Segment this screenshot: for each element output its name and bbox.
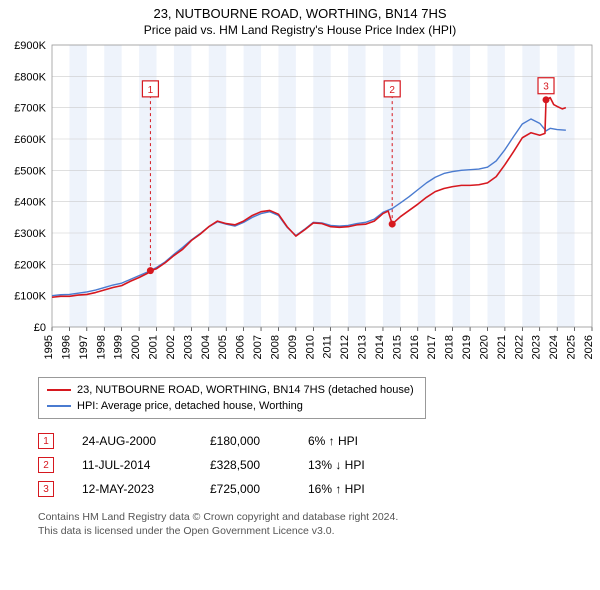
svg-text:£600K: £600K: [14, 134, 46, 146]
svg-text:2011: 2011: [322, 335, 334, 359]
svg-text:2015: 2015: [391, 335, 403, 359]
event-price: £725,000: [210, 482, 280, 496]
legend-label: 23, NUTBOURNE ROAD, WORTHING, BN14 7HS (…: [77, 384, 414, 396]
events-table: 1 24-AUG-2000 £180,000 6% ↑ HPI 2 11-JUL-2014…: [38, 429, 600, 501]
event-price: £328,500: [210, 458, 280, 472]
svg-text:2019: 2019: [461, 335, 473, 359]
svg-text:2017: 2017: [426, 335, 438, 359]
svg-text:2010: 2010: [304, 335, 316, 359]
svg-text:£300K: £300K: [14, 228, 46, 240]
footer-note: Contains HM Land Registry data © Crown c…: [38, 511, 558, 538]
svg-text:2001: 2001: [148, 335, 160, 359]
svg-text:2006: 2006: [235, 335, 247, 359]
svg-text:2021: 2021: [496, 335, 508, 359]
svg-text:2020: 2020: [478, 335, 490, 359]
footer-line2: This data is licensed under the Open Gov…: [38, 525, 558, 539]
svg-text:2023: 2023: [531, 335, 543, 359]
svg-text:2025: 2025: [566, 335, 578, 359]
event-date: 11-JUL-2014: [82, 458, 182, 472]
svg-text:2016: 2016: [409, 335, 421, 359]
svg-text:1997: 1997: [78, 335, 90, 359]
event-row: 1 24-AUG-2000 £180,000 6% ↑ HPI: [38, 429, 600, 453]
svg-text:£0: £0: [34, 322, 46, 334]
chart-title: 23, NUTBOURNE ROAD, WORTHING, BN14 7HS: [0, 0, 600, 21]
event-date: 24-AUG-2000: [82, 434, 182, 448]
event-diff: 6% ↑ HPI: [308, 434, 398, 448]
svg-text:1998: 1998: [95, 335, 107, 359]
legend-label: HPI: Average price, detached house, Wort…: [77, 400, 303, 412]
svg-text:1996: 1996: [60, 335, 72, 359]
chart-subtitle: Price paid vs. HM Land Registry's House …: [0, 21, 600, 41]
svg-text:1995: 1995: [43, 335, 55, 359]
legend-swatch: [47, 389, 71, 391]
svg-text:2: 2: [389, 85, 395, 96]
svg-text:2008: 2008: [269, 335, 281, 359]
svg-text:£400K: £400K: [14, 197, 46, 209]
svg-text:2026: 2026: [583, 335, 595, 359]
event-diff: 16% ↑ HPI: [308, 482, 398, 496]
event-badge: 1: [38, 433, 54, 449]
svg-text:£200K: £200K: [14, 259, 46, 271]
legend-box: 23, NUTBOURNE ROAD, WORTHING, BN14 7HS (…: [38, 377, 426, 419]
legend-row: 23, NUTBOURNE ROAD, WORTHING, BN14 7HS (…: [47, 382, 417, 398]
svg-text:2009: 2009: [287, 335, 299, 359]
svg-text:2024: 2024: [548, 335, 560, 359]
legend-row: HPI: Average price, detached house, Wort…: [47, 398, 417, 414]
svg-text:2013: 2013: [357, 335, 369, 359]
svg-text:1: 1: [148, 85, 154, 96]
svg-text:2018: 2018: [444, 335, 456, 359]
svg-text:£500K: £500K: [14, 165, 46, 177]
svg-text:2005: 2005: [217, 335, 229, 359]
svg-text:1999: 1999: [113, 335, 125, 359]
svg-text:£900K: £900K: [14, 41, 46, 52]
event-diff: 13% ↓ HPI: [308, 458, 398, 472]
svg-text:2012: 2012: [339, 335, 351, 359]
event-price: £180,000: [210, 434, 280, 448]
svg-text:2000: 2000: [130, 335, 142, 359]
svg-text:£100K: £100K: [14, 291, 46, 303]
chart-area: £0 £100K £200K £300K £400K £500K £600K £700K £80…: [0, 41, 600, 371]
svg-text:2022: 2022: [513, 335, 525, 359]
chart-svg: £0 £100K £200K £300K £400K £500K £600K £700K £80…: [0, 41, 600, 371]
event-row: 3 12-MAY-2023 £725,000 16% ↑ HPI: [38, 477, 600, 501]
svg-text:2007: 2007: [252, 335, 264, 359]
event-badge: 3: [38, 481, 54, 497]
svg-text:2014: 2014: [374, 335, 386, 359]
svg-text:£700K: £700K: [14, 103, 46, 115]
svg-text:2002: 2002: [165, 335, 177, 359]
event-date: 12-MAY-2023: [82, 482, 182, 496]
svg-text:2004: 2004: [200, 335, 212, 359]
svg-text:2003: 2003: [182, 335, 194, 359]
legend-swatch: [47, 405, 71, 407]
svg-text:3: 3: [543, 82, 549, 93]
svg-text:£800K: £800K: [14, 71, 46, 83]
event-badge: 2: [38, 457, 54, 473]
event-row: 2 11-JUL-2014 £328,500 13% ↓ HPI: [38, 453, 600, 477]
footer-line1: Contains HM Land Registry data © Crown c…: [38, 511, 558, 525]
